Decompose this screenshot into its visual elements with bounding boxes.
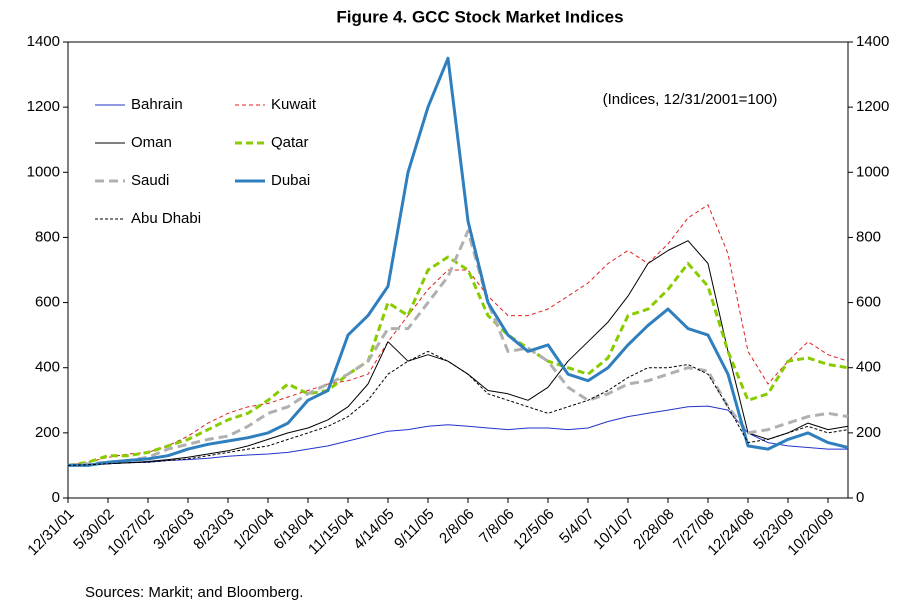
y2-tick-label: 0 — [856, 489, 864, 506]
x-tick-label: 12/31/01 — [24, 506, 77, 559]
x-tick-label: 12/5/06 — [510, 506, 557, 553]
series-line — [67, 204, 849, 466]
y2-tick-label: 400 — [856, 359, 881, 376]
x-tick-label: 4/14/05 — [350, 506, 397, 553]
legend-label: Bahrain — [131, 96, 183, 113]
y-tick-label: 1400 — [27, 33, 60, 50]
y-tick-label: 600 — [35, 294, 60, 311]
source: Sources: Markit; and Bloomberg. — [85, 584, 303, 601]
series-line — [68, 56, 849, 467]
series-line — [68, 240, 849, 466]
series-line — [67, 229, 849, 467]
series-line — [68, 405, 848, 466]
legend-label: Kuwait — [271, 96, 317, 113]
y2-tick-label: 1400 — [856, 33, 889, 50]
legend-label: Abu Dhabi — [131, 210, 201, 227]
plot-frame — [67, 41, 849, 499]
y2-tick-label: 800 — [856, 228, 881, 245]
y-tick-label: 1200 — [27, 98, 60, 115]
y-tick-label: 400 — [35, 359, 60, 376]
x-tick-label: 10/1/07 — [590, 506, 637, 553]
legend-label: Oman — [131, 134, 172, 151]
y-tick-label: 1000 — [27, 163, 60, 180]
y-tick-label: 200 — [35, 424, 60, 441]
legend-label: Dubai — [271, 172, 310, 189]
x-tick-label: 2/28/08 — [630, 506, 677, 553]
x-tick-label: 3/26/03 — [150, 506, 197, 553]
legend-label: Qatar — [271, 134, 309, 151]
y2-tick-label: 1200 — [856, 98, 889, 115]
y2-tick-label: 1000 — [856, 163, 889, 180]
x-tick-label: 8/23/03 — [190, 506, 237, 553]
legend-label: Saudi — [131, 172, 169, 189]
x-tick-label: 9/11/05 — [391, 506, 438, 553]
y2-tick-label: 200 — [856, 424, 881, 441]
chart-title: Figure 4. GCC Stock Market Indices — [336, 7, 623, 26]
series-line — [67, 350, 849, 466]
x-tick-label: 1/20/04 — [230, 506, 277, 553]
x-tick-label: 2/8/06 — [436, 506, 478, 548]
y2-tick-label: 600 — [856, 294, 881, 311]
annotation: (Indices, 12/31/2001=100) — [603, 91, 778, 108]
series-line — [67, 255, 849, 467]
y-tick-label: 800 — [35, 228, 60, 245]
y-tick-label: 0 — [52, 489, 60, 506]
